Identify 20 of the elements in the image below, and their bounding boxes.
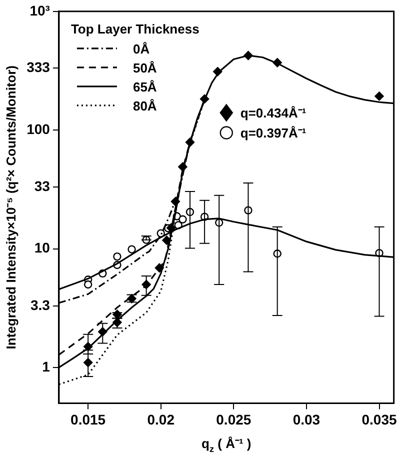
y-tick-label: 10 bbox=[34, 240, 50, 256]
y-axis-title: Integrated Intensity×10⁻⁵ (q²× Counts/Monitor) bbox=[3, 65, 18, 350]
y-tick-label: 100 bbox=[26, 120, 50, 137]
x-tick-label: 0.015 bbox=[70, 411, 106, 428]
y-tick-label: 3.3 bbox=[30, 296, 50, 313]
legend-label: 50Å bbox=[132, 60, 158, 76]
legend-label: 0Å bbox=[132, 41, 150, 56]
legend-title: Top Layer Thickness bbox=[70, 21, 200, 36]
x-tick-label: 0.035 bbox=[362, 411, 397, 428]
y-tick-label: 33 bbox=[34, 178, 50, 194]
y-tick-label: 10³ bbox=[30, 2, 50, 18]
legend-label: q=0.397Å⁻¹ bbox=[240, 126, 306, 141]
x-tick-label: 0.02 bbox=[147, 411, 175, 428]
legend-label: q=0.434Å⁻¹ bbox=[240, 106, 306, 121]
y-tick-label: 333 bbox=[26, 58, 50, 75]
legend-label: 65Å bbox=[132, 79, 158, 94]
x-tick-label: 0.03 bbox=[292, 411, 320, 428]
legend-label: 80Å bbox=[132, 98, 158, 114]
x-tick-label: 0.025 bbox=[216, 411, 252, 428]
y-tick-label: 1 bbox=[42, 358, 50, 374]
